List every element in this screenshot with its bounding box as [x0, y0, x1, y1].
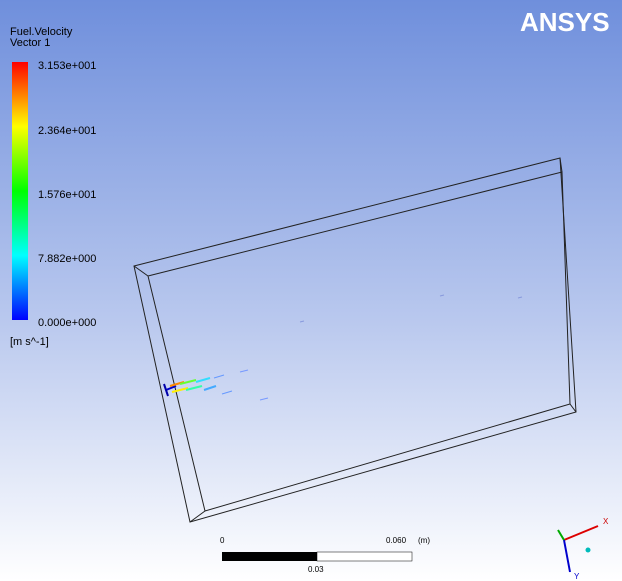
legend-subtitle: Vector 1 — [10, 37, 50, 49]
triad-y-label: Y — [574, 572, 580, 581]
scale-black — [222, 552, 317, 561]
triad-dot — [586, 548, 591, 553]
scale-unit: (m) — [418, 536, 430, 545]
legend-label: 0.000e+000 — [38, 317, 96, 329]
legend-label: 2.364e+001 — [38, 125, 96, 137]
scale-white — [317, 552, 412, 561]
legend-label: 1.576e+001 — [38, 189, 96, 201]
color-bar — [12, 62, 28, 320]
logo: ANSYS — [520, 7, 610, 37]
legend-label: 7.882e+000 — [38, 253, 96, 265]
scale-mid: 0.03 — [308, 565, 324, 574]
triad-x-label: X — [603, 517, 609, 526]
legend-unit: [m s^-1] — [10, 336, 49, 348]
scale-end: 0.060 — [386, 536, 407, 545]
scale-start: 0 — [220, 536, 225, 545]
legend-label: 3.153e+001 — [38, 60, 96, 72]
background — [0, 0, 622, 581]
viewport: ANSYS Fuel.Velocity Vector 1 3.153e+001 … — [0, 0, 622, 581]
